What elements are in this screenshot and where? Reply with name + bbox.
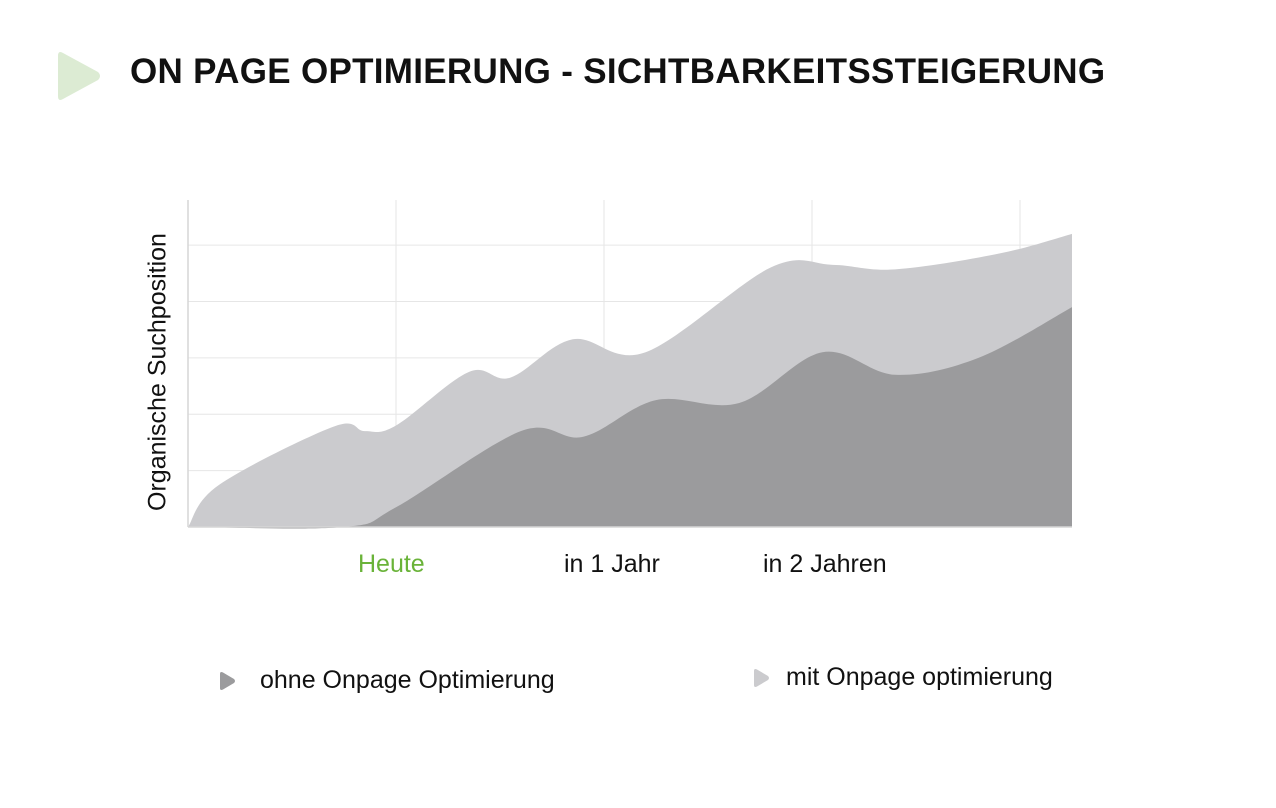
- legend-item-mit: mit Onpage optimierung: [752, 663, 1053, 692]
- chart-axes: [187, 200, 1072, 528]
- x-tick-label-2-jahren: in 2 Jahren: [763, 550, 887, 578]
- legend-label-ohne: ohne Onpage Optimierung: [260, 666, 555, 694]
- legend-dark-triangle-icon: [220, 671, 235, 690]
- legend-light-triangle-icon: [754, 668, 769, 687]
- area-series-ohne: [188, 307, 1072, 529]
- legend-label-mit: mit Onpage optimierung: [786, 663, 1053, 691]
- x-tick-label-heute: Heute: [358, 550, 425, 578]
- legend-item-ohne: ohne Onpage Optimierung: [218, 666, 555, 695]
- chart-areas: [188, 233, 1072, 529]
- page-title: ON PAGE OPTIMIERUNG - SICHTBARKEITSSTEIG…: [130, 52, 1106, 91]
- y-axis-label: Organische Suchposition: [143, 233, 172, 511]
- x-tick-label-1-jahr: in 1 Jahr: [564, 550, 660, 578]
- play-triangle-icon: [58, 52, 100, 100]
